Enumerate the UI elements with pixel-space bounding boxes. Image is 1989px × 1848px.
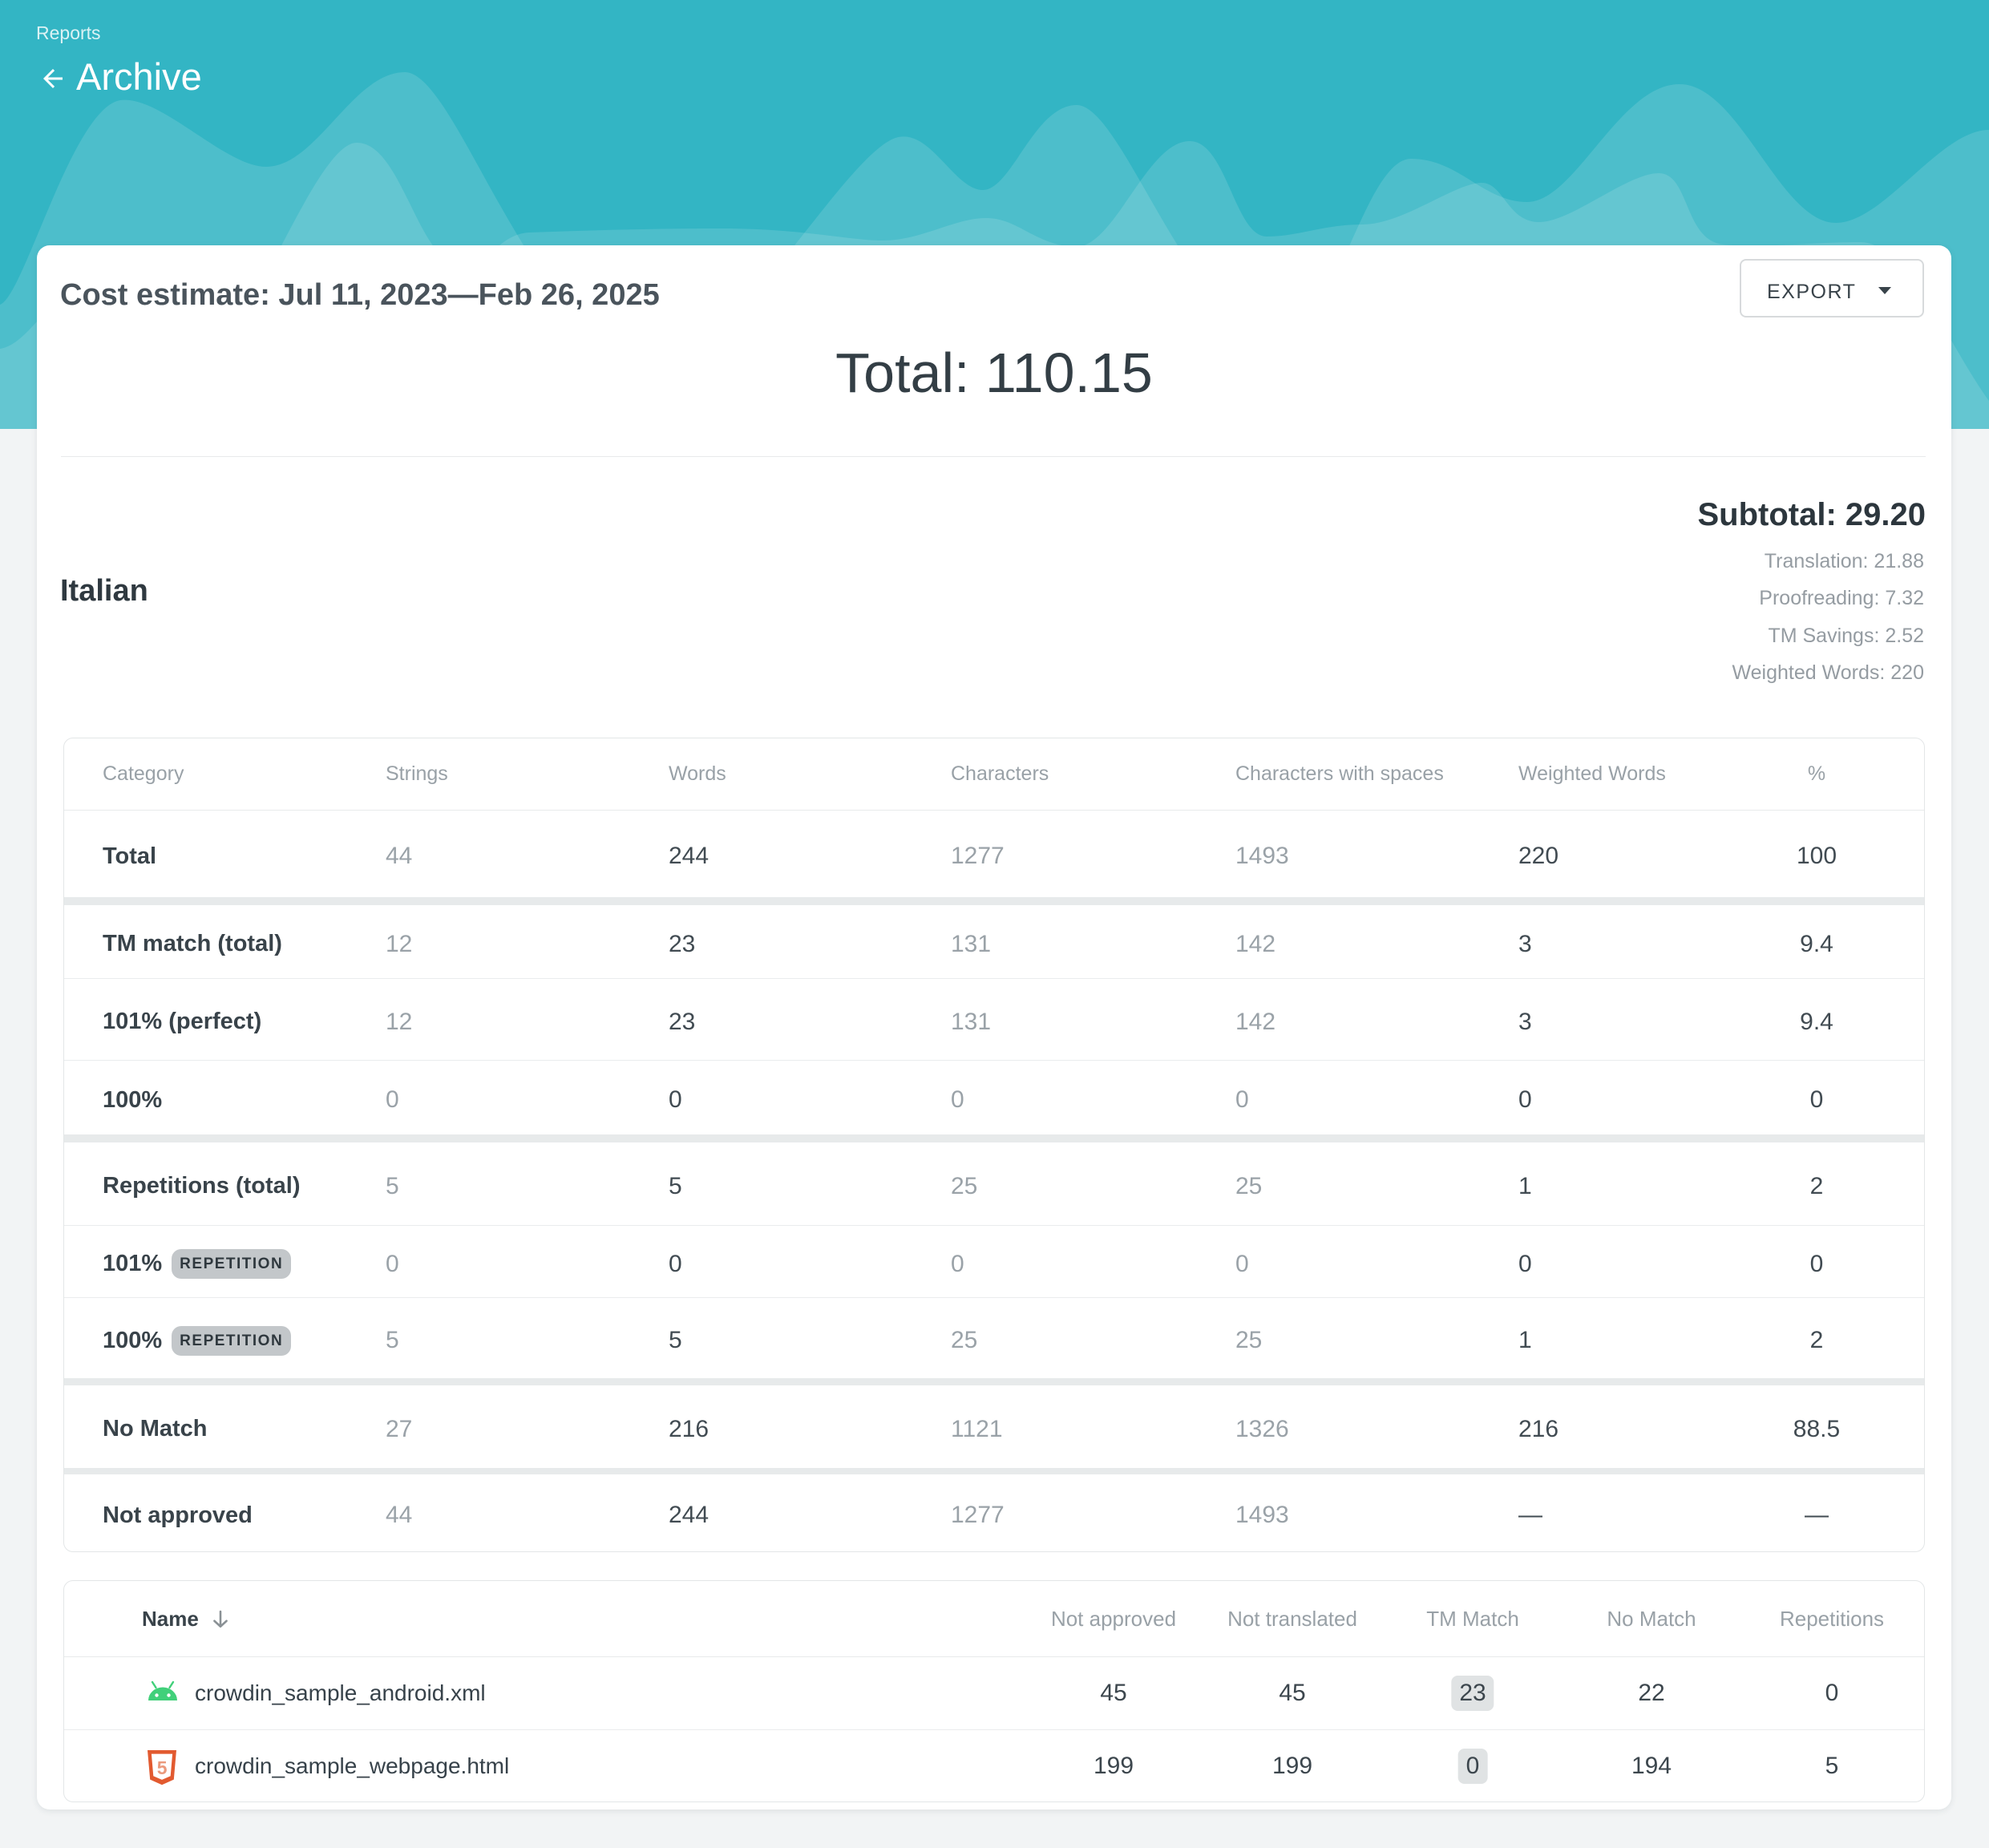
svg-text:5: 5 (157, 1757, 168, 1778)
